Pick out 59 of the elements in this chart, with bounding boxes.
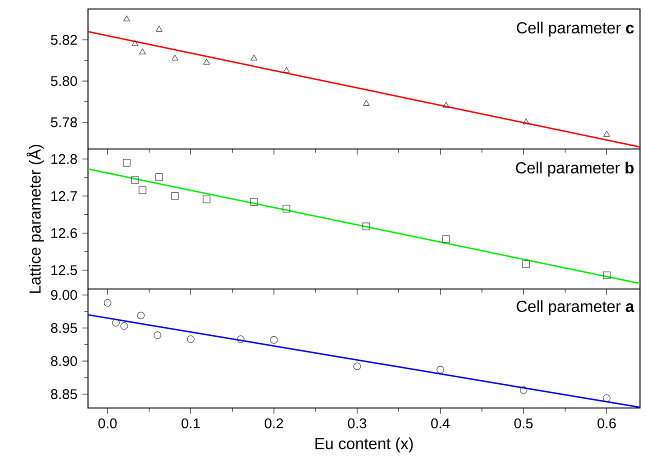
point [522,118,530,124]
point [202,196,210,204]
point [123,16,130,22]
point [139,48,146,54]
x-tick-label: 0.6 [598,418,616,428]
y-axis-title: Lattice parameter (Å) [26,144,44,293]
y-tick-label: 8.95 [50,323,78,333]
point [602,272,610,280]
annotation: Cell parameter c [516,22,634,37]
y-tick-label: 8.90 [50,356,78,366]
point [171,192,179,200]
x-tick-label: 0.2 [264,418,283,428]
y-tick-label: 9.00 [51,290,78,300]
point [353,362,361,370]
point [520,386,528,394]
point [122,158,130,166]
x-tick-label: 0.5 [514,418,533,428]
y-tick-label: 5.82 [50,34,77,45]
point [282,204,290,212]
point [250,198,258,206]
x-tick-label: 0.1 [182,418,200,428]
point [137,312,145,320]
y-tick-label: 12.8 [51,154,77,164]
point [236,336,244,343]
point [522,260,530,268]
point [155,173,163,181]
x-tick-label: 0.4 [431,418,450,428]
y-tick-label: 12.7 [51,191,77,201]
annotation: Cell parameter b [516,162,634,177]
point [363,100,370,106]
annotation: Cell parameter a [516,300,634,316]
point [270,336,278,344]
y-tick-label: 12.5 [51,265,78,276]
x-tick-label: 0.3 [348,418,366,428]
point [172,54,178,60]
point [132,40,138,46]
point [250,54,258,60]
point [154,332,162,340]
point [187,336,194,343]
point [442,102,450,108]
point [603,130,610,137]
point [104,299,112,307]
point [131,176,139,184]
point [602,394,610,402]
point [156,26,162,32]
point [203,58,210,65]
x-tick-label: 0.0 [98,418,117,428]
y-tick-label: 8.85 [50,389,78,400]
y-tick-label: 5.80 [50,76,78,86]
y-tick-label: 5.78 [50,117,77,128]
point [283,67,290,73]
point [362,222,370,230]
y-tick-label: 12.6 [51,228,77,238]
point [138,186,146,194]
point [442,235,450,243]
point [436,366,444,374]
point [112,318,120,326]
x-axis-title: Eu content (x) [316,437,413,452]
point [120,322,128,330]
